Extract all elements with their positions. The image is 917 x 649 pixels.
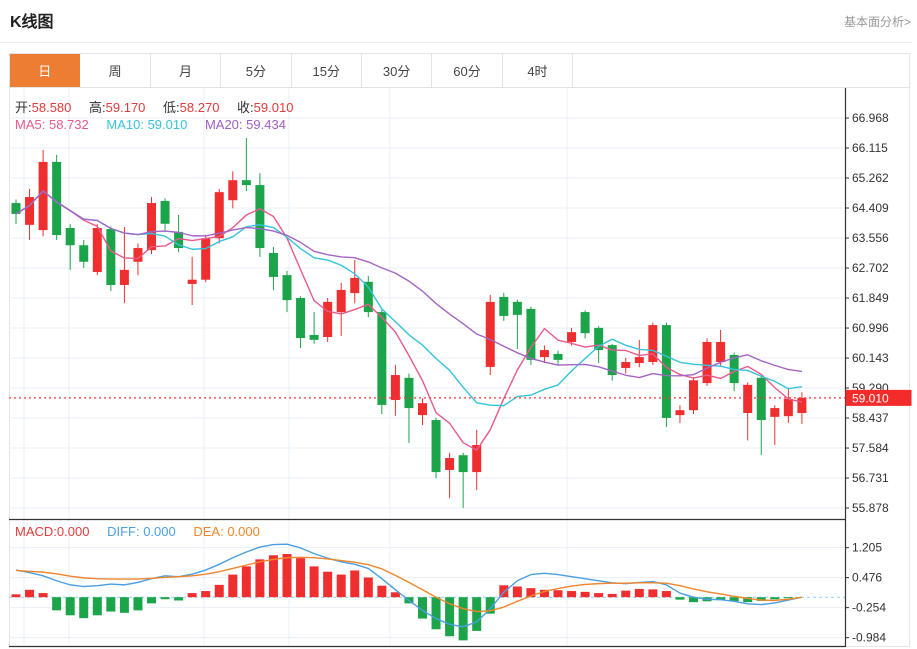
svg-text:0.476: 0.476 — [852, 571, 882, 585]
svg-text:61.849: 61.849 — [852, 291, 889, 305]
svg-text:65.262: 65.262 — [852, 171, 889, 185]
tab-day[interactable]: 日 — [10, 54, 81, 87]
tab-5min[interactable]: 5分 — [221, 54, 292, 87]
svg-text:60.143: 60.143 — [852, 351, 889, 365]
ma-readout: MA5: 58.732 MA10: 59.010 MA20: 59.434 — [15, 117, 300, 132]
svg-text:58.437: 58.437 — [852, 411, 889, 425]
diff-label: DIFF: — [107, 524, 140, 539]
svg-text:62.702: 62.702 — [852, 261, 889, 275]
tab-15min[interactable]: 15分 — [291, 54, 362, 87]
high-value: 59.170 — [105, 100, 146, 115]
svg-text:55.878: 55.878 — [852, 501, 889, 515]
macd-label: MACD: — [15, 524, 57, 539]
ma10-value: 59.010 — [147, 117, 188, 132]
title-separator — [0, 42, 912, 43]
svg-text:66.115: 66.115 — [852, 141, 888, 155]
svg-text:-0.254: -0.254 — [852, 601, 886, 615]
svg-text:56.731: 56.731 — [852, 471, 889, 485]
tab-30min[interactable]: 30分 — [361, 54, 433, 87]
svg-text:-0.984: -0.984 — [852, 631, 886, 645]
open-label: 开: — [15, 100, 32, 115]
ohlc-readout: 开:58.580 高:59.170 低:58.270 收:59.010 — [15, 97, 307, 116]
svg-text:60.996: 60.996 — [852, 321, 889, 335]
dea-label: DEA: — [193, 524, 224, 539]
fundamental-analysis-link[interactable]: 基本面分析> — [843, 15, 911, 29]
ma20-value: 59.434 — [246, 117, 286, 132]
ma20-label: MA20: — [204, 117, 243, 132]
close-value: 59.010 — [253, 100, 294, 115]
macd-readout: MACD:0.000 DIFF: 0.000 DEA: 0.000 — [15, 524, 274, 539]
low-value: 58.270 — [179, 100, 220, 115]
tab-4hour[interactable]: 4时 — [502, 54, 574, 87]
ma5-label: MA5: — [15, 117, 46, 132]
ma10-label: MA10: — [106, 117, 144, 132]
svg-text:66.968: 66.968 — [852, 111, 889, 125]
ma5-value: 58.732 — [48, 117, 89, 132]
close-label: 收: — [237, 100, 254, 115]
tab-month[interactable]: 月 — [150, 54, 222, 87]
page-title: K线图 — [10, 14, 54, 31]
macd-value: 0.000 — [56, 524, 90, 539]
tab-60min[interactable]: 60分 — [432, 54, 503, 87]
svg-text:64.409: 64.409 — [852, 201, 889, 215]
svg-text:57.584: 57.584 — [852, 441, 889, 455]
low-label: 低: — [163, 100, 180, 115]
current-price-badge: 59.010 — [852, 391, 889, 405]
diff-value: 0.000 — [143, 524, 176, 539]
interval-tabbar: 日 周 月 5分 15分 30分 60分 4时 — [9, 53, 910, 88]
tab-week[interactable]: 周 — [80, 54, 151, 87]
open-value: 58.580 — [31, 100, 72, 115]
svg-text:63.556: 63.556 — [852, 231, 889, 245]
high-label: 高: — [89, 100, 106, 115]
dea-value: 0.000 — [227, 524, 260, 539]
svg-text:1.205: 1.205 — [852, 541, 882, 555]
